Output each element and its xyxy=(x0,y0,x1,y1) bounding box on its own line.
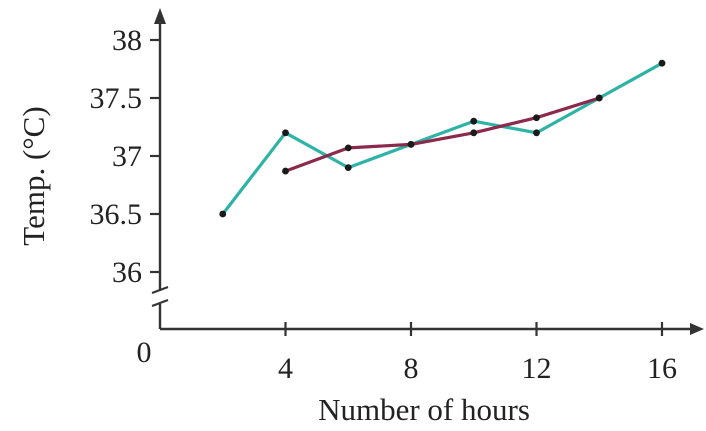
x-axis-title: Number of hours xyxy=(318,392,530,427)
series-1-point xyxy=(282,129,289,137)
series-2-point xyxy=(344,144,352,152)
series-1-point xyxy=(344,164,352,172)
series-1-point xyxy=(219,210,227,218)
y-axis-title: Temp. (°C) xyxy=(16,106,51,245)
series-1-point xyxy=(533,129,540,137)
x-tick-label: 12 xyxy=(522,352,552,385)
series-1-point xyxy=(470,117,478,125)
series-1-line xyxy=(221,61,663,215)
series-2-point xyxy=(407,141,415,148)
series-2-point xyxy=(595,94,603,102)
x-ticks: 4 8 12 16 xyxy=(278,322,677,385)
series-2-line xyxy=(284,96,600,173)
y-tick-label: 38 xyxy=(112,24,142,57)
series-2-point xyxy=(470,129,478,137)
origin-label: 0 xyxy=(137,336,152,369)
y-tick-label: 36.5 xyxy=(90,198,143,231)
y-tick-label: 36 xyxy=(112,256,142,289)
x-axis-arrowhead xyxy=(690,323,704,335)
x-tick-label: 8 xyxy=(404,352,419,385)
x-tick-label: 16 xyxy=(647,352,677,385)
y-tick-label: 37.5 xyxy=(90,82,143,115)
y-tick-label: 37 xyxy=(112,140,142,173)
x-tick-label: 4 xyxy=(278,352,293,385)
y-axis-arrowhead xyxy=(154,8,166,24)
series-2-point xyxy=(533,114,540,122)
series-1-point xyxy=(658,59,666,67)
series-layer xyxy=(219,59,666,218)
y-ticks: 36 36.5 37 37.5 38 xyxy=(90,24,160,289)
y-axis-break-icon xyxy=(151,285,169,308)
series-2-point xyxy=(282,167,289,175)
